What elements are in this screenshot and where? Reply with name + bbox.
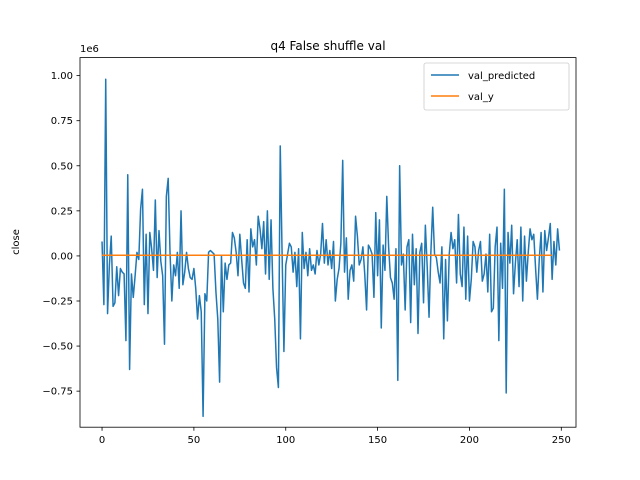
plot-frame [79, 57, 577, 428]
y-tick-label: 0.00 [51, 251, 73, 262]
x-tick-label: 100 [276, 435, 295, 446]
series-line-val-predicted [101, 78, 561, 418]
x-tick-label: 50 [188, 435, 201, 446]
legend: val_predicted val_y [423, 62, 570, 111]
x-axis: 0 50 100 150 200 250 [99, 427, 571, 446]
y-tick-label: 0.75 [51, 116, 73, 127]
y-tick-label: 1.00 [51, 71, 73, 82]
plot-lines [101, 78, 561, 418]
y-tick-label: 0.25 [51, 206, 73, 217]
y-tick-label: −0.75 [42, 387, 73, 398]
y-tick-label: −0.25 [42, 296, 73, 307]
legend-label-val-y: val_y [468, 92, 494, 103]
x-tick-label: 0 [99, 435, 105, 446]
y-offset-label: 1e6 [80, 44, 99, 55]
y-tick-label: 0.50 [51, 161, 73, 172]
x-tick-label: 200 [460, 435, 479, 446]
y-axis: −0.75 −0.50 −0.25 0.00 0.25 0.50 0.75 1.00 [42, 71, 80, 398]
y-tick-label: −0.50 [42, 342, 73, 353]
legend-label-val-predicted: val_predicted [468, 71, 535, 82]
x-tick-label: 150 [368, 435, 387, 446]
chart-title: q4 False shuffle val [270, 39, 385, 53]
x-tick-label: 250 [552, 435, 571, 446]
y-axis-label: close [11, 229, 22, 255]
legend-frame [423, 62, 570, 111]
